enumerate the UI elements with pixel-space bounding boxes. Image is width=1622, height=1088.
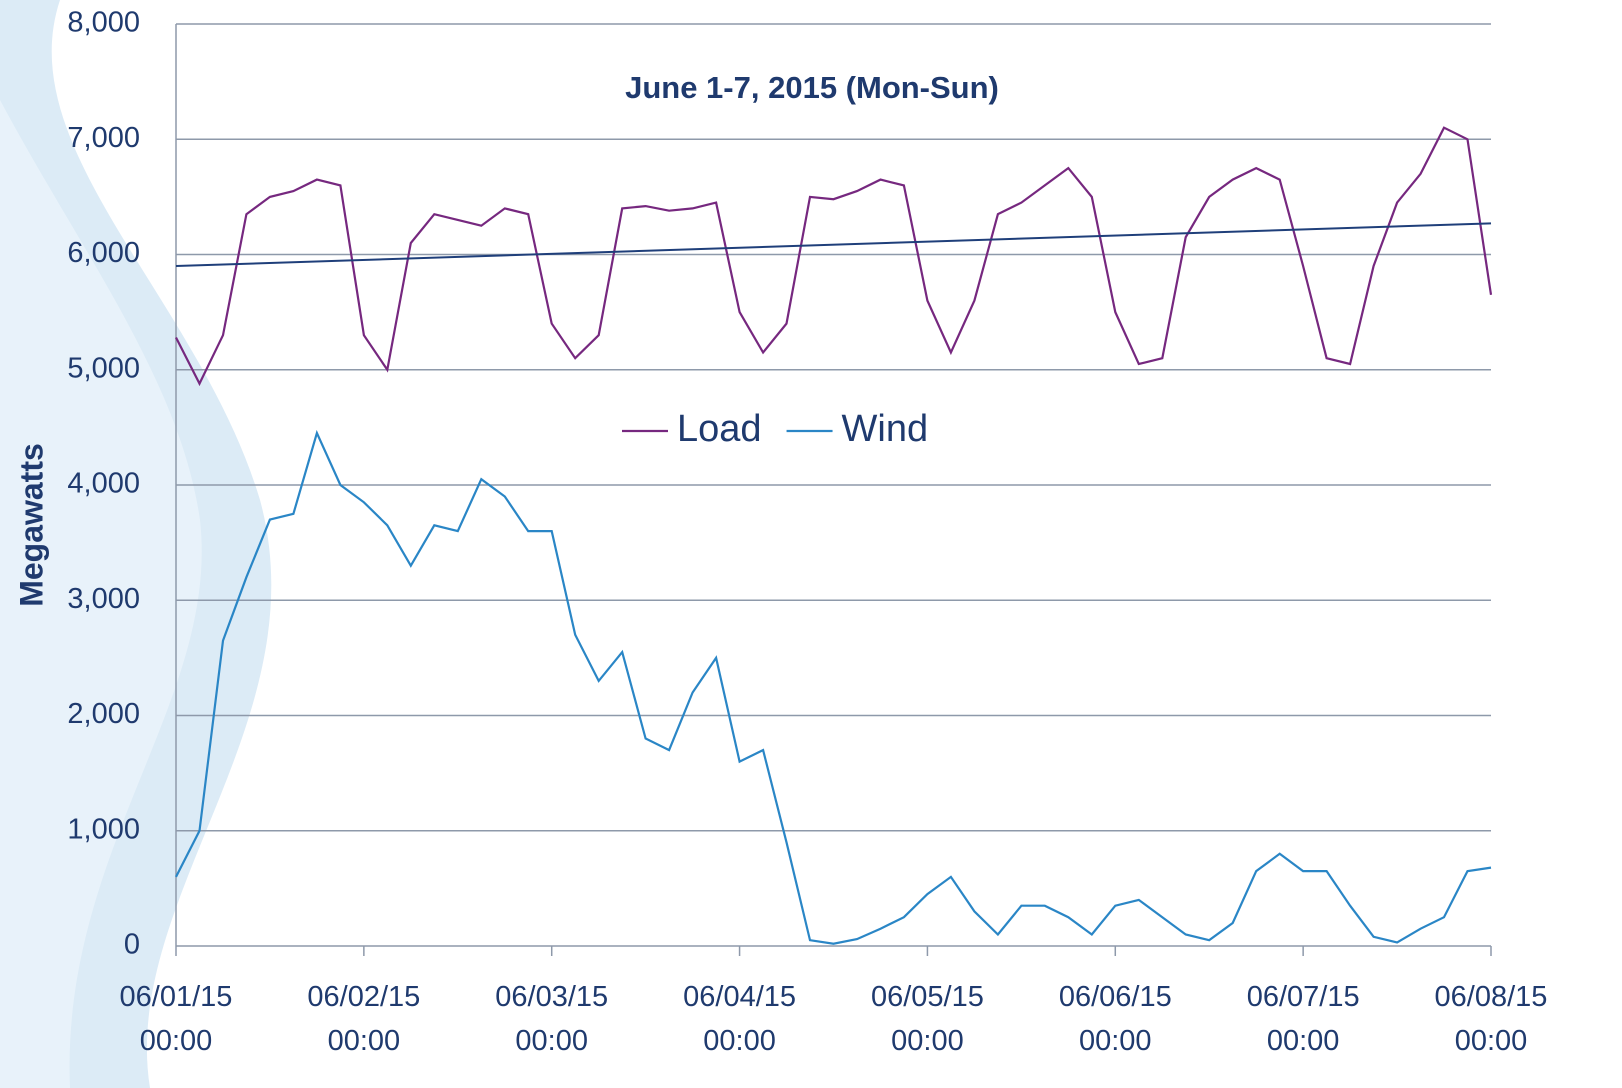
y-tick-label: 0 <box>124 929 140 961</box>
background-swoosh <box>0 100 202 1088</box>
x-tick-label: 06/06/15 00:00 <box>1059 981 1172 1057</box>
line-series <box>175 429 1492 945</box>
legend-label: Wind <box>842 408 929 450</box>
y-tick-label: 3,000 <box>67 583 140 615</box>
x-tick-label: 06/07/15 00:00 <box>1247 981 1360 1057</box>
x-tick-label: 06/02/15 00:00 <box>307 981 420 1057</box>
x-tick-label: 06/04/15 00:00 <box>683 981 796 1057</box>
y-axis-label: Megawatts <box>13 443 49 607</box>
y-tick-label: 5,000 <box>67 352 140 384</box>
x-tick-label: 06/03/15 00:00 <box>495 981 608 1057</box>
x-tick-label: 06/08/15 00:00 <box>1435 981 1548 1057</box>
x-tick-label: 06/05/15 00:00 <box>871 981 984 1057</box>
y-tick-label: 2,000 <box>67 698 140 730</box>
trend-line <box>175 222 1492 268</box>
y-tick-label: 8,000 <box>67 7 140 39</box>
x-tick-label: 06/01/15 00:00 <box>120 981 233 1057</box>
line-series <box>175 126 1493 387</box>
y-tick-label: 7,000 <box>67 122 140 154</box>
y-tick-label: 6,000 <box>67 237 140 269</box>
y-tick-label: 1,000 <box>67 813 140 845</box>
chart-title: June 1-7, 2015 (Mon-Sun) <box>625 70 999 105</box>
legend-label: Load <box>677 408 762 450</box>
y-tick-label: 4,000 <box>67 468 140 500</box>
